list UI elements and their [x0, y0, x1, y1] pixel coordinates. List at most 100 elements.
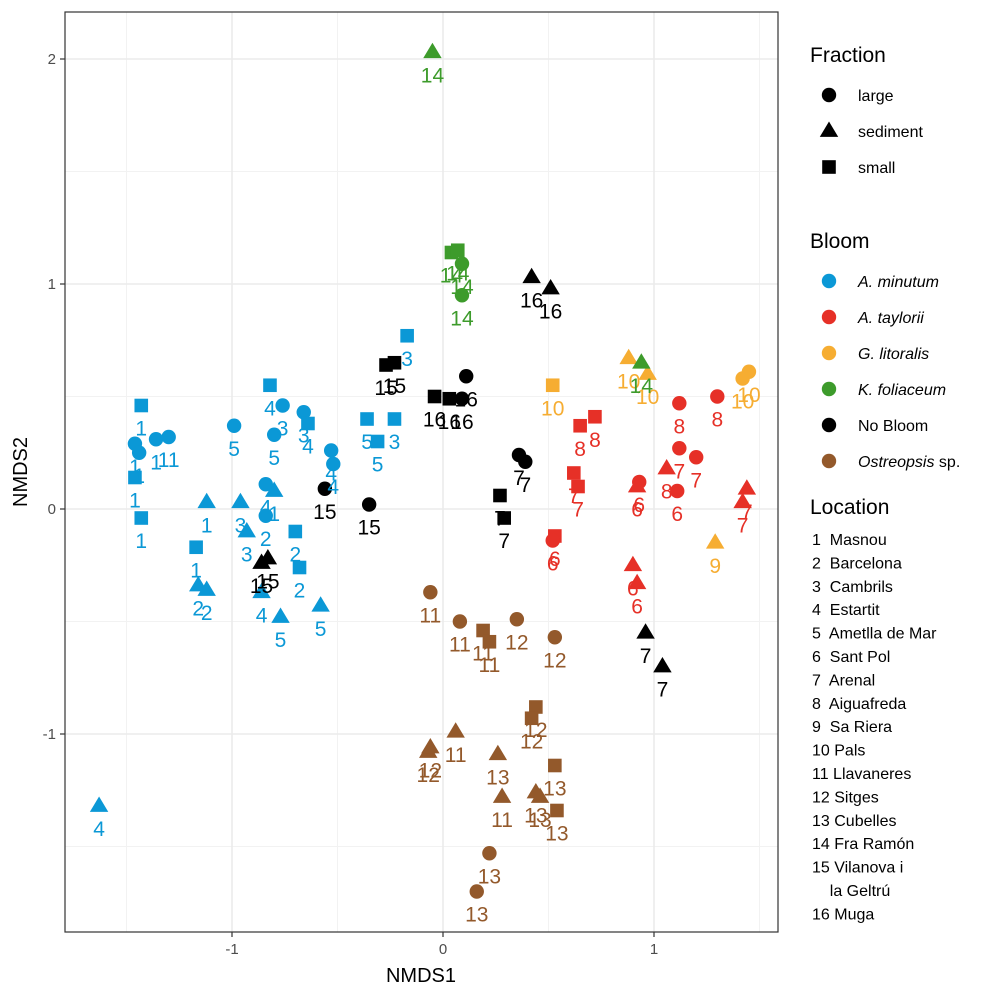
legend-location-label: 10 Pals [812, 743, 865, 760]
point-label: 11 [419, 604, 441, 627]
point-label: 7 [494, 508, 506, 531]
point-circle [317, 481, 333, 496]
point-label: 11 [491, 809, 513, 832]
point-label: 7 [568, 485, 580, 508]
point-square [400, 328, 414, 343]
point-label: 16 [423, 409, 446, 432]
point-triangle [623, 555, 643, 572]
point-square [493, 488, 507, 503]
point-label: 7 [572, 499, 584, 522]
point-triangle [421, 738, 440, 754]
point-label: 6 [547, 553, 559, 576]
data-points [89, 42, 757, 899]
y-axis-title: NMDS2 [10, 437, 32, 507]
point-square [292, 560, 307, 575]
point-triangle [522, 267, 541, 284]
legend-location-label: 12 Sitges [812, 789, 879, 806]
point-square [263, 378, 277, 393]
legend-location-label: 3 Cambrils [812, 579, 893, 596]
point-circle [670, 483, 685, 499]
point-label: 2 [201, 602, 213, 625]
point-square [288, 524, 303, 539]
point-triangle [541, 279, 560, 295]
y-tick-label: -1 [43, 726, 56, 743]
point-label: 7 [673, 460, 685, 483]
point-label: 8 [673, 415, 685, 438]
legend-location-label: la Geltrú [812, 883, 890, 900]
point-triangle [705, 533, 725, 549]
point-label: 14 [446, 262, 470, 285]
point-circle [148, 432, 164, 447]
legend-location-label: 2 Barcelona [812, 555, 902, 572]
point-label: 4 [260, 496, 272, 519]
point-label: 12 [505, 631, 528, 654]
point-label: 1 [190, 559, 202, 582]
point-label: 10 [636, 386, 659, 409]
point-label: 3 [298, 424, 310, 447]
point-circle [689, 450, 704, 465]
point-triangle [653, 657, 672, 673]
point-circle [482, 846, 497, 861]
point-square [450, 243, 465, 258]
point-square [573, 418, 587, 433]
point-label: 4 [93, 818, 105, 841]
point-label: 11 [158, 449, 180, 472]
point-square [548, 758, 562, 773]
point-triangle [636, 623, 655, 639]
point-triangle [733, 492, 752, 509]
point-label: 2 [192, 598, 204, 621]
point-label: 8 [661, 481, 673, 504]
point-label: 12 [524, 719, 547, 742]
legend-bloom-label-plain: sp. [934, 454, 960, 471]
point-square [370, 434, 385, 449]
point-label: 16 [438, 411, 461, 434]
point-triangle [264, 481, 284, 497]
point-circle [267, 427, 282, 442]
legend-bloom-swatch [821, 273, 837, 289]
point-triangle [737, 479, 757, 495]
point-circle [452, 614, 468, 629]
legend-bloom-swatch [821, 453, 837, 469]
point-label: 1 [129, 490, 141, 513]
point-label: 10 [737, 384, 760, 407]
legend-location-items: 1 Masnou 2 Barcelona 3 Cambrils 4 Estartit 5… [812, 532, 937, 923]
point-label: 4 [302, 436, 314, 459]
point-label: 8 [574, 438, 586, 461]
point-label: 5 [315, 618, 327, 641]
legend-location-label: 11 Llavaneres [812, 766, 911, 783]
point-triangle [197, 492, 216, 509]
point-circle [454, 256, 470, 271]
legend-location-label: 16 Muga [812, 906, 874, 923]
point-circle [131, 445, 147, 460]
point-label: 9 [709, 555, 721, 578]
point-label: 16 [455, 388, 478, 411]
point-label: 7 [737, 514, 749, 537]
point-label: 10 [731, 391, 754, 414]
point-label: 8 [589, 429, 601, 452]
legend: Fraction large sediment small Bloom A. min… [810, 44, 960, 923]
point-square [550, 803, 564, 818]
legend-square-icon [822, 160, 836, 174]
point-label: 1 [150, 451, 162, 474]
point-label: 2 [289, 544, 301, 567]
point-circle [161, 429, 176, 445]
point-label: 6 [631, 499, 643, 522]
point-triangle [237, 522, 256, 538]
point-square [189, 540, 203, 555]
point-label: 14 [450, 307, 474, 330]
point-triangle [197, 580, 216, 596]
point-label: 11 [449, 634, 471, 657]
point-label: 15 [313, 501, 336, 524]
point-label: 16 [539, 301, 562, 324]
point-circle [547, 630, 563, 645]
point-square [128, 470, 142, 485]
point-label: 16 [520, 289, 543, 312]
point-label: 3 [277, 418, 289, 441]
point-label: 13 [528, 809, 551, 832]
point-label: 1 [133, 465, 145, 488]
legend-location-label: 9 Sa Riera [812, 719, 892, 736]
point-label: 10 [541, 397, 564, 420]
point-circle [226, 418, 242, 433]
